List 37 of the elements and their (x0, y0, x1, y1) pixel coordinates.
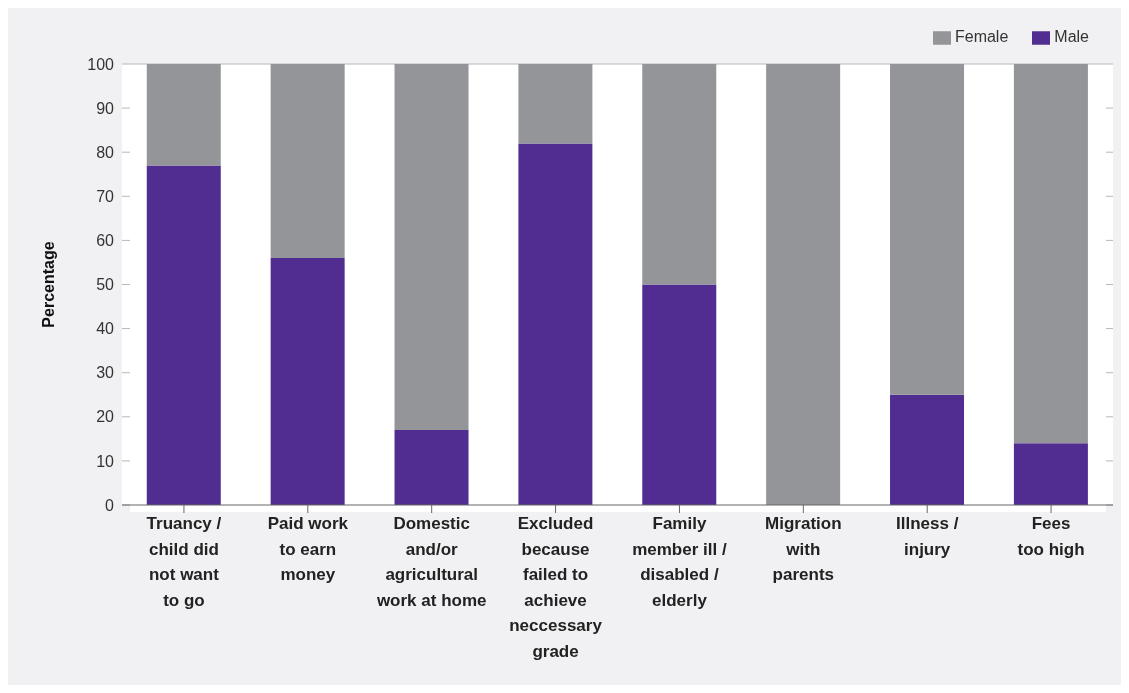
x-tick-label: Family member ill / disabled / elderly (632, 514, 727, 610)
y-tick-label: 20 (96, 408, 115, 426)
bar (1013, 443, 1088, 505)
y-tick-label: 50 (96, 276, 115, 294)
x-tick-label: Truancy / child did not want to go (146, 514, 222, 610)
bar (146, 165, 221, 505)
x-tick-label: Paid work to earn money (267, 514, 349, 584)
y-tick-label: 0 (105, 496, 115, 514)
x-tick-label: Excluded because failed to achieve neccessary grade (509, 514, 603, 661)
bar (890, 64, 965, 395)
x-tick-label: Migration with parents (765, 514, 842, 584)
bar (518, 64, 593, 144)
x-tick-label: Illness / injury (896, 514, 959, 559)
bar (642, 64, 717, 285)
y-tick-label: 40 (96, 320, 115, 338)
y-tick-label: 10 (96, 452, 115, 470)
bar (890, 394, 965, 505)
y-tick-label: 80 (96, 143, 115, 161)
legend-label: Male (1054, 28, 1089, 45)
bar (270, 64, 345, 259)
bar (518, 143, 593, 505)
bar (766, 64, 841, 505)
bar (146, 64, 221, 166)
y-tick-label: 90 (96, 99, 115, 117)
bar (270, 258, 345, 505)
bar (394, 64, 469, 431)
bar (642, 284, 717, 505)
y-tick-label: 60 (96, 232, 115, 250)
y-tick-label: 100 (87, 55, 115, 73)
y-axis-title: Percentage (39, 241, 57, 328)
y-tick-label: 30 (96, 364, 115, 382)
legend-label: Female (954, 28, 1009, 45)
y-tick-label: 70 (96, 187, 115, 205)
bar (394, 430, 469, 505)
x-tick-label: Domestic and/or agricultural work at home (375, 514, 487, 610)
x-tick-label: Fees too high (1017, 514, 1085, 559)
bar (1013, 64, 1088, 444)
